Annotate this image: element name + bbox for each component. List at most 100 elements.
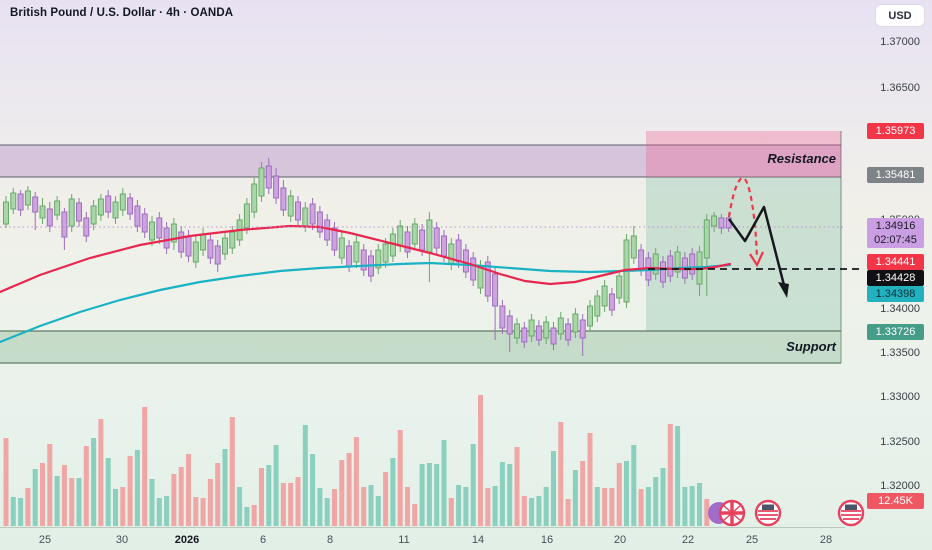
- candle-body: [112, 201, 119, 219]
- candle-body: [660, 261, 666, 283]
- time-tick-label: 25: [38, 534, 52, 546]
- price-tick-label: 1.34000: [880, 303, 920, 315]
- volume-bar: [164, 496, 170, 526]
- volume-bar: [127, 456, 133, 526]
- resistance-zone-label[interactable]: Resistance: [767, 151, 836, 166]
- projection-loop-arrow[interactable]: [727, 176, 759, 259]
- ma-fast-line[interactable]: [0, 224, 732, 294]
- candle-body: [514, 323, 520, 339]
- time-tick-label: 14: [471, 534, 485, 546]
- bar-countdown: 02:07:45: [874, 234, 917, 246]
- usd-flag-icon: [754, 499, 782, 527]
- candle-body: [594, 295, 601, 317]
- volume-bar: [594, 487, 600, 526]
- volume-bar: [492, 486, 498, 526]
- time-tick-label: 28: [819, 534, 833, 546]
- time-tick-label: 16: [540, 534, 554, 546]
- volume-bar: [353, 437, 359, 526]
- volume-bar: [222, 449, 228, 526]
- volume-bar: [580, 461, 586, 526]
- candle-body: [462, 249, 469, 273]
- time-tick-label: 6: [259, 534, 267, 546]
- candle-body: [61, 211, 68, 238]
- ma-fast-badge: 1.34428: [867, 270, 924, 286]
- volume-bar: [426, 463, 432, 526]
- candle-body: [24, 190, 31, 206]
- volume-bar: [54, 476, 60, 526]
- volume-bar: [259, 468, 264, 526]
- time-tick-label: 11: [398, 534, 410, 546]
- resistance-zone[interactable]: [0, 145, 841, 177]
- volume-bar: [616, 463, 622, 526]
- volume-bar: [558, 422, 564, 526]
- volume-bar: [667, 424, 673, 526]
- volume-bar: [302, 425, 308, 526]
- hline-level-badge: 1.34441: [867, 254, 924, 270]
- price-tick-label: 1.37000: [880, 36, 920, 48]
- support-zone-label[interactable]: Support: [786, 339, 836, 354]
- candle-body: [46, 208, 53, 227]
- volume-bar: [32, 469, 38, 526]
- support-zone[interactable]: [0, 331, 841, 363]
- volume-bar: [134, 450, 140, 526]
- volume-bar: [397, 430, 403, 526]
- volume-bar: [543, 487, 549, 526]
- candle-body: [178, 231, 185, 253]
- usd-scale-flag-icon: [837, 499, 865, 527]
- candle-body: [638, 249, 645, 271]
- candle-body: [134, 205, 141, 227]
- ma-slow-line[interactable]: [0, 261, 732, 344]
- candle-body: [39, 205, 46, 219]
- projection-risk-zone[interactable]: [646, 131, 841, 177]
- volume-bar: [638, 489, 644, 526]
- candle-body: [149, 221, 155, 241]
- volume-bar: [572, 470, 578, 526]
- candle-body: [353, 241, 360, 263]
- volume-bar: [682, 487, 688, 526]
- time-tick-label: 20: [613, 534, 627, 546]
- symbol-title[interactable]: British Pound / U.S. Dollar · 4h · OANDA: [10, 7, 234, 19]
- volume-bar: [324, 498, 330, 526]
- volume-bar: [383, 472, 389, 526]
- volume-bar: [193, 497, 199, 526]
- projection-zigzag-arrow[interactable]: [727, 205, 788, 294]
- volume-bar: [419, 464, 425, 526]
- volume-bar: [215, 463, 221, 526]
- volume-bar: [470, 444, 476, 526]
- candle-body: [3, 201, 9, 225]
- currency-button[interactable]: USD: [876, 5, 924, 26]
- time-tick-label: 8: [326, 534, 334, 546]
- volume-bar: [448, 498, 454, 526]
- volume-bar: [76, 478, 82, 526]
- candle-body: [550, 327, 557, 345]
- volume-bar: [653, 477, 659, 526]
- candle-body: [324, 219, 331, 241]
- volume-bar: [434, 464, 440, 526]
- candle-body: [207, 239, 214, 259]
- volume-bar: [288, 483, 294, 526]
- volume-bar: [10, 497, 16, 526]
- candle-body: [608, 293, 615, 311]
- ma-slow-badge: 1.34398: [867, 286, 924, 302]
- volume-bar: [456, 485, 462, 526]
- time-tick-label: 30: [115, 534, 129, 546]
- candle-body: [141, 213, 148, 233]
- volume-bar: [587, 433, 593, 526]
- volume-bar: [156, 498, 162, 526]
- volume-bar: [83, 446, 89, 526]
- time-tick-label: 2026: [174, 534, 200, 546]
- candle-body: [258, 167, 265, 197]
- candle-body: [543, 321, 550, 339]
- volume-bar: [200, 498, 206, 526]
- volume-bar: [40, 463, 45, 526]
- candle-body: [382, 243, 389, 263]
- candle-body: [360, 249, 367, 271]
- volume-bar: [18, 498, 24, 526]
- time-tick-label: 22: [681, 534, 695, 546]
- volume-bar: [485, 488, 491, 526]
- volume-bar: [675, 426, 681, 526]
- candle-body: [295, 201, 301, 221]
- volume-bar: [207, 479, 213, 526]
- volume-bar: [689, 486, 695, 526]
